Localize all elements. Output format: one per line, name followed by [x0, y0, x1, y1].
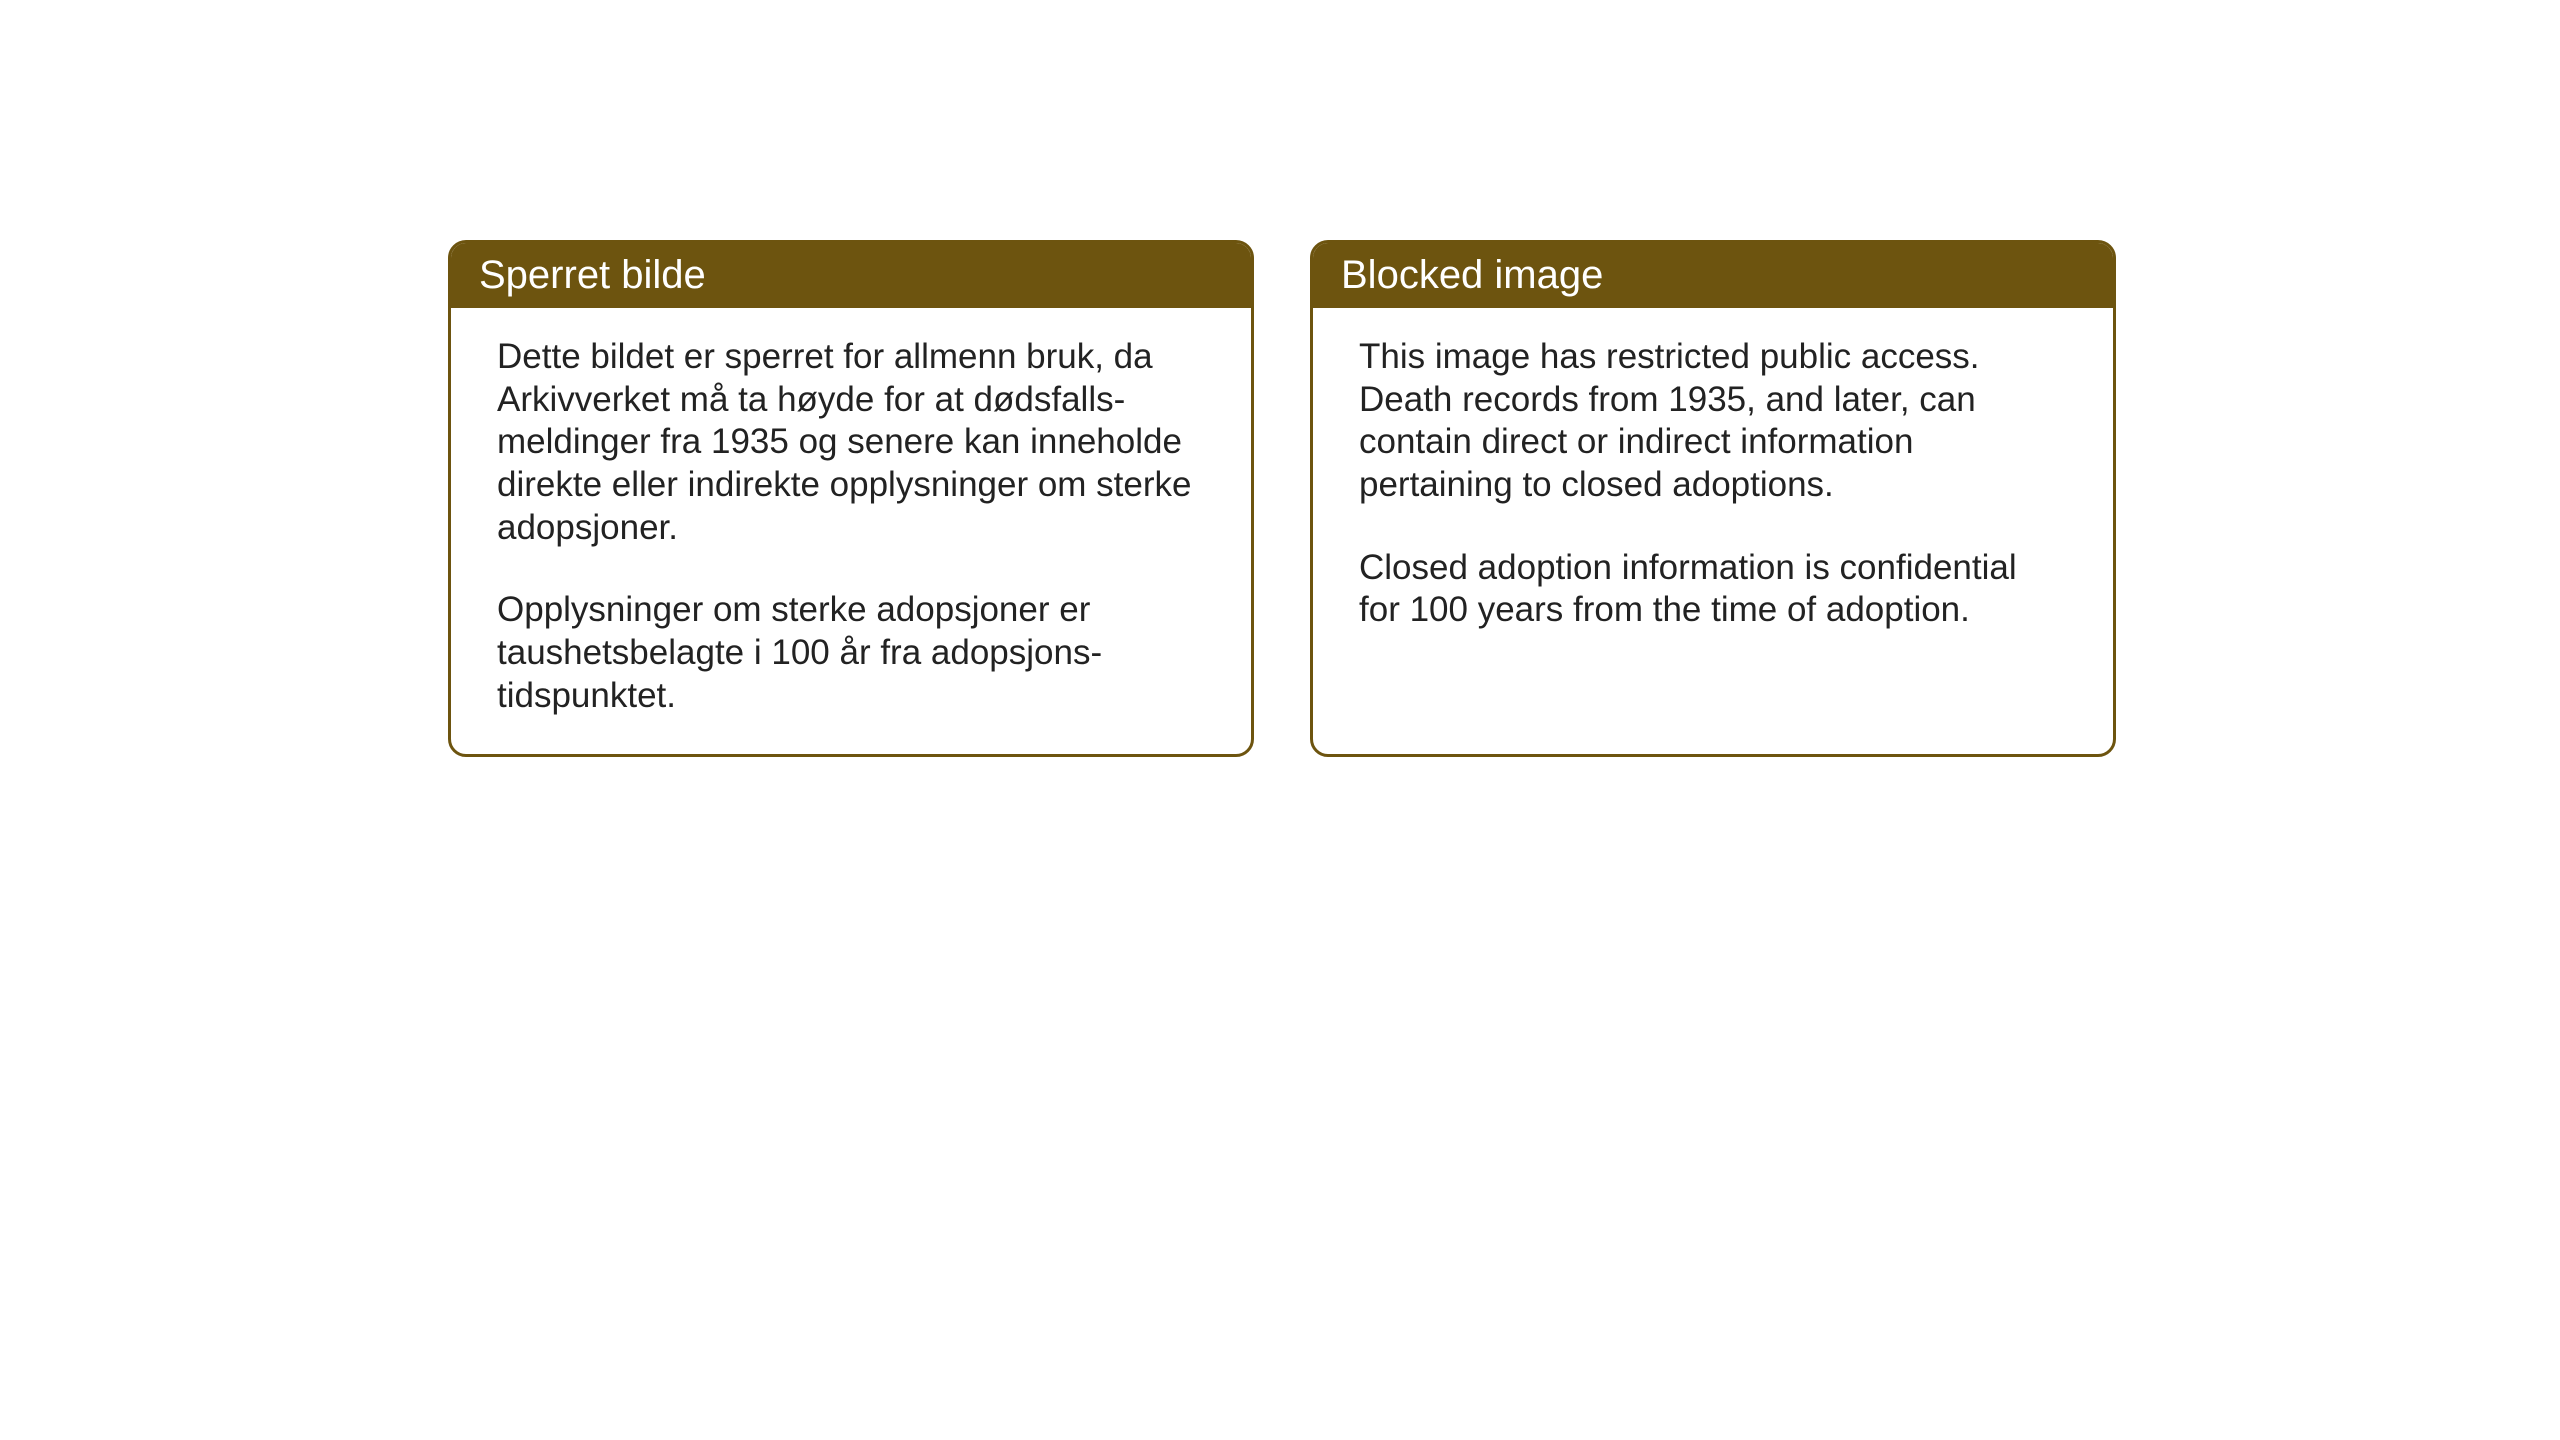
notice-container: Sperret bilde Dette bildet er sperret fo… — [448, 240, 2116, 757]
notice-card-english: Blocked image This image has restricted … — [1310, 240, 2116, 757]
notice-header-norwegian: Sperret bilde — [451, 243, 1251, 308]
notice-body-english: This image has restricted public access.… — [1313, 308, 2113, 668]
notice-title-norwegian: Sperret bilde — [479, 253, 706, 297]
notice-card-norwegian: Sperret bilde Dette bildet er sperret fo… — [448, 240, 1254, 757]
notice-header-english: Blocked image — [1313, 243, 2113, 308]
notice-paragraph-1-norwegian: Dette bildet er sperret for allmenn bruk… — [497, 336, 1205, 549]
notice-paragraph-1-english: This image has restricted public access.… — [1359, 336, 2067, 507]
notice-title-english: Blocked image — [1341, 253, 1603, 297]
notice-paragraph-2-norwegian: Opplysninger om sterke adopsjoner er tau… — [497, 589, 1205, 717]
notice-paragraph-2-english: Closed adoption information is confident… — [1359, 547, 2067, 632]
notice-body-norwegian: Dette bildet er sperret for allmenn bruk… — [451, 308, 1251, 754]
